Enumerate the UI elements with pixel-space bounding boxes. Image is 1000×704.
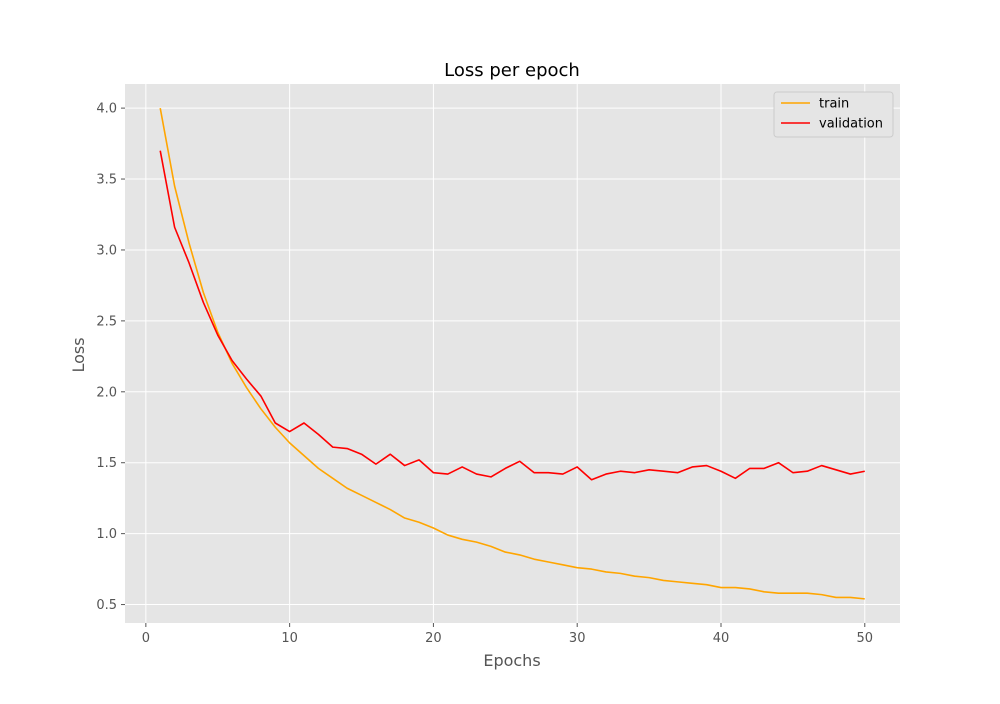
x-axis-label: Epochs bbox=[483, 651, 540, 670]
y-tick-label: 3.5 bbox=[96, 173, 117, 188]
legend: train validation bbox=[773, 91, 894, 138]
chart-title: Loss per epoch bbox=[444, 60, 580, 81]
legend-validation-label: validation bbox=[819, 117, 883, 132]
x-axis: 0 10 20 30 40 50 bbox=[142, 623, 873, 646]
series-line-train bbox=[159, 107, 865, 600]
series-group bbox=[159, 107, 865, 600]
x-tick-label: 0 bbox=[142, 631, 150, 646]
y-tick-label: 0.5 bbox=[96, 598, 117, 613]
grid bbox=[125, 84, 900, 623]
x-tick-label: 30 bbox=[569, 631, 586, 646]
y-tick-label: 2.0 bbox=[96, 385, 117, 400]
x-tick-label: 50 bbox=[856, 631, 873, 646]
y-axis: 0.5 1.0 1.5 2.0 2.5 3.0 3.5 4.0 bbox=[96, 102, 125, 613]
y-axis-label: Loss bbox=[69, 337, 88, 372]
x-tick-label: 40 bbox=[713, 631, 730, 646]
y-tick-label: 4.0 bbox=[96, 102, 117, 117]
x-tick-label: 20 bbox=[425, 631, 442, 646]
y-tick-label: 1.5 bbox=[96, 456, 117, 471]
legend-train-label: train bbox=[819, 97, 849, 112]
series-line-validation bbox=[159, 150, 865, 481]
plot-area bbox=[125, 84, 900, 623]
y-tick-label: 1.0 bbox=[96, 527, 117, 542]
y-tick-label: 2.5 bbox=[96, 314, 117, 329]
y-tick-label: 3.0 bbox=[96, 243, 117, 258]
x-tick-label: 10 bbox=[281, 631, 298, 646]
